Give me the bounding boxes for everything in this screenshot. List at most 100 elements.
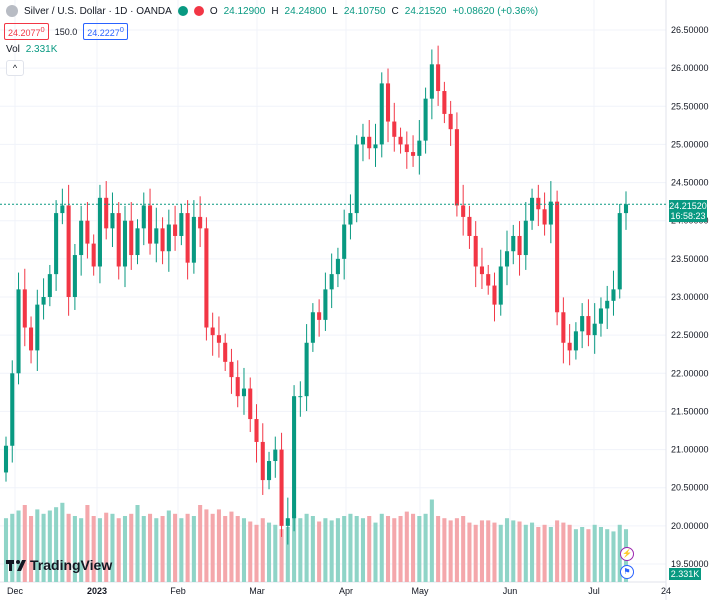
candle-body xyxy=(323,289,328,320)
volume-bar xyxy=(3,518,9,582)
candle-body xyxy=(542,209,547,225)
bid-sup: 0 xyxy=(40,25,45,34)
volume-bar xyxy=(141,516,146,582)
candle-body xyxy=(173,224,178,236)
candles xyxy=(3,45,629,545)
candle-body xyxy=(91,243,96,267)
open-value: 24.12900 xyxy=(223,5,266,17)
candle-body xyxy=(360,136,366,145)
volume-bar xyxy=(191,516,196,582)
candle-body xyxy=(398,136,403,145)
volume-legend: Vol 2.331K xyxy=(6,44,57,55)
volume-bar xyxy=(216,509,221,582)
candle-body xyxy=(429,64,434,99)
volume-bar xyxy=(598,527,603,582)
volume-bar xyxy=(54,507,59,582)
candle-body xyxy=(116,213,121,267)
x-tick-label: Dec xyxy=(7,586,24,596)
volume-bar xyxy=(411,513,416,582)
candle-body xyxy=(317,312,322,320)
candle-body xyxy=(3,445,9,473)
candle-body xyxy=(605,300,610,309)
chart-grid xyxy=(0,0,667,600)
buy-button[interactable]: 24.22270 xyxy=(83,23,128,40)
volume-bar xyxy=(66,513,71,582)
candle-body xyxy=(216,335,221,343)
volume-bar xyxy=(29,516,34,582)
candle-body xyxy=(310,312,315,343)
volume-bar xyxy=(479,520,484,582)
candle-body xyxy=(166,224,171,252)
candle-body xyxy=(141,205,146,229)
volume-bar xyxy=(342,516,347,582)
candle-body xyxy=(385,83,391,122)
candle-body xyxy=(223,342,228,362)
symbol-icon xyxy=(6,5,18,17)
tradingview-logo[interactable]: TradingView xyxy=(6,557,112,573)
symbol-title[interactable]: Silver / U.S. Dollar · 1D · OANDA xyxy=(24,5,172,17)
volume-bar xyxy=(360,518,366,582)
compare-icon[interactable] xyxy=(193,6,204,16)
candle-body xyxy=(536,197,541,210)
volume-bar xyxy=(254,524,259,582)
volume-bar xyxy=(185,513,190,582)
collapse-legend-button[interactable]: ^ xyxy=(6,60,24,76)
candle-body xyxy=(298,396,303,398)
volume-label[interactable]: Vol xyxy=(6,44,20,55)
volume-bar xyxy=(260,518,265,582)
sell-button[interactable]: 24.20770 xyxy=(4,23,49,40)
volume-bar xyxy=(298,518,303,582)
candle-body xyxy=(342,224,347,259)
volume-bar xyxy=(22,505,27,582)
volume-bars xyxy=(3,499,629,582)
volume-bar xyxy=(304,513,309,582)
last-price-value: 24.21520 xyxy=(669,201,707,211)
lightning-icon[interactable]: ⚡ xyxy=(620,547,634,561)
volume-bar xyxy=(279,529,284,582)
y-tick-label: 25.50000 xyxy=(671,101,709,111)
candle-body xyxy=(47,274,52,297)
open-label: O xyxy=(209,5,218,17)
volume-bar xyxy=(79,518,84,582)
candle-body xyxy=(511,235,516,252)
volume-bar xyxy=(198,505,203,582)
candle-body xyxy=(598,308,603,324)
flag-icon[interactable]: ⚑ xyxy=(620,565,634,579)
volume-bar xyxy=(335,518,340,582)
candle-body xyxy=(248,388,253,420)
y-tick-label: 22.00000 xyxy=(671,368,709,378)
volume-bar xyxy=(379,513,384,582)
candle-body xyxy=(611,289,616,301)
volume-bar xyxy=(561,522,566,582)
volume-bar xyxy=(548,527,553,582)
candle-body xyxy=(448,113,453,130)
volume-bar xyxy=(555,520,560,582)
volume-bar xyxy=(91,516,96,582)
volume-bar xyxy=(617,524,622,582)
spread-value: 150.0 xyxy=(54,26,78,37)
volume-bar xyxy=(329,520,334,582)
candle-body xyxy=(179,213,184,236)
candle-body xyxy=(198,216,203,229)
volume-bar xyxy=(373,522,378,582)
volume-bar xyxy=(16,510,21,582)
volume-bar xyxy=(354,516,359,582)
volume-bar xyxy=(580,527,585,582)
tradingview-logo-icon xyxy=(6,560,26,571)
volume-bar xyxy=(229,511,234,582)
candle-body xyxy=(454,129,459,206)
chevron-up-icon: ^ xyxy=(12,63,18,73)
candle-body xyxy=(72,255,77,297)
candle-body xyxy=(60,205,65,214)
candle-body xyxy=(279,449,284,526)
candle-body xyxy=(10,373,15,446)
volume-bar xyxy=(536,527,541,582)
volume-bar xyxy=(292,516,297,582)
change-value: +0.08620 (+0.36%) xyxy=(452,5,539,17)
volume-bar xyxy=(473,524,478,582)
candle-body xyxy=(417,140,422,156)
volume-bar xyxy=(235,516,240,582)
candle-body xyxy=(592,323,597,336)
volume-bar xyxy=(417,516,422,582)
